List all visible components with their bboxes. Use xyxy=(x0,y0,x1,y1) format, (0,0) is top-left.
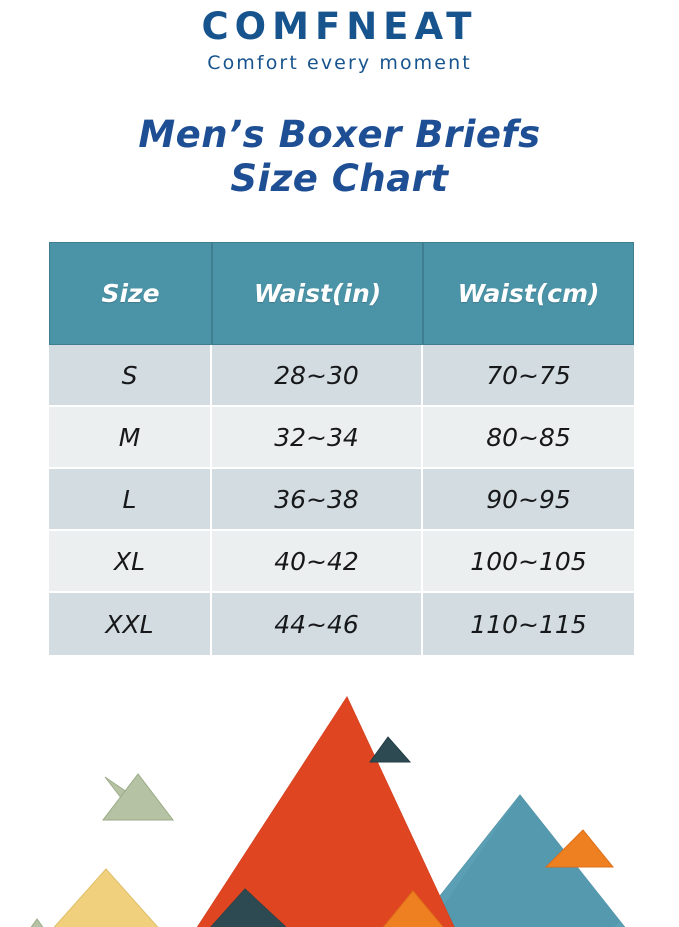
cell-waist-in: 44~46 xyxy=(212,593,423,655)
cell-size: M xyxy=(49,407,212,469)
cell-size: XXL xyxy=(49,593,212,655)
table-body: S 28~30 70~75 M 32~34 80~85 L 36~38 90~9… xyxy=(49,345,634,655)
slate-small-triangle-icon xyxy=(369,736,412,763)
cell-waist-cm: 90~95 xyxy=(423,469,634,531)
page-title: Men’s Boxer Briefs Size Chart xyxy=(0,113,679,201)
size-chart-table: Size Waist(in) Waist(cm) S 28~30 70~75 M… xyxy=(49,242,634,655)
slate-mountain-body-icon xyxy=(210,889,286,927)
page-title-line-2: Size Chart xyxy=(230,157,449,200)
sage-small-triangle-upper-fill-icon xyxy=(101,773,175,821)
column-header-waist-inches: Waist(in) xyxy=(212,242,423,345)
brand-tagline: Comfort every moment xyxy=(207,51,472,74)
orange-mountain-icon xyxy=(382,890,444,927)
table-row: XL 40~42 100~105 xyxy=(49,531,634,593)
cell-waist-in: 28~30 xyxy=(212,345,423,407)
sage-tiny-triangle-icon xyxy=(30,918,44,927)
mountain-range-graphic xyxy=(30,695,626,927)
cell-waist-cm: 80~85 xyxy=(423,407,634,469)
table-row: S 28~30 70~75 xyxy=(49,345,634,407)
cell-size: XL xyxy=(49,531,212,593)
column-header-size: Size xyxy=(49,242,212,345)
column-header-waist-cm: Waist(cm) xyxy=(423,242,634,345)
cell-waist-cm: 100~105 xyxy=(423,531,634,593)
table-header: Size Waist(in) Waist(cm) xyxy=(49,242,634,345)
teal-mountain-shadow-right-icon xyxy=(428,795,620,927)
yellow-mountain-icon xyxy=(53,868,159,927)
brand-wordmark: COMFNEAT xyxy=(201,5,478,48)
brand-logo: COMFNEAT Comfort every moment xyxy=(0,5,679,74)
red-mountain-body-icon xyxy=(197,697,455,927)
cell-waist-cm: 70~75 xyxy=(423,345,634,407)
cell-size: S xyxy=(49,345,212,407)
cell-waist-in: 32~34 xyxy=(212,407,423,469)
page-title-line-1: Men’s Boxer Briefs xyxy=(138,113,541,156)
table-row: M 32~34 80~85 xyxy=(49,407,634,469)
cell-waist-in: 36~38 xyxy=(212,469,423,531)
cell-waist-in: 40~42 xyxy=(212,531,423,593)
cell-size: L xyxy=(49,469,212,531)
table-header-row: Size Waist(in) Waist(cm) xyxy=(49,242,634,345)
orange-small-triangle-right-icon xyxy=(544,829,615,868)
table-row: L 36~38 90~95 xyxy=(49,469,634,531)
table-row: XXL 44~46 110~115 xyxy=(49,593,634,655)
cell-waist-cm: 110~115 xyxy=(423,593,634,655)
